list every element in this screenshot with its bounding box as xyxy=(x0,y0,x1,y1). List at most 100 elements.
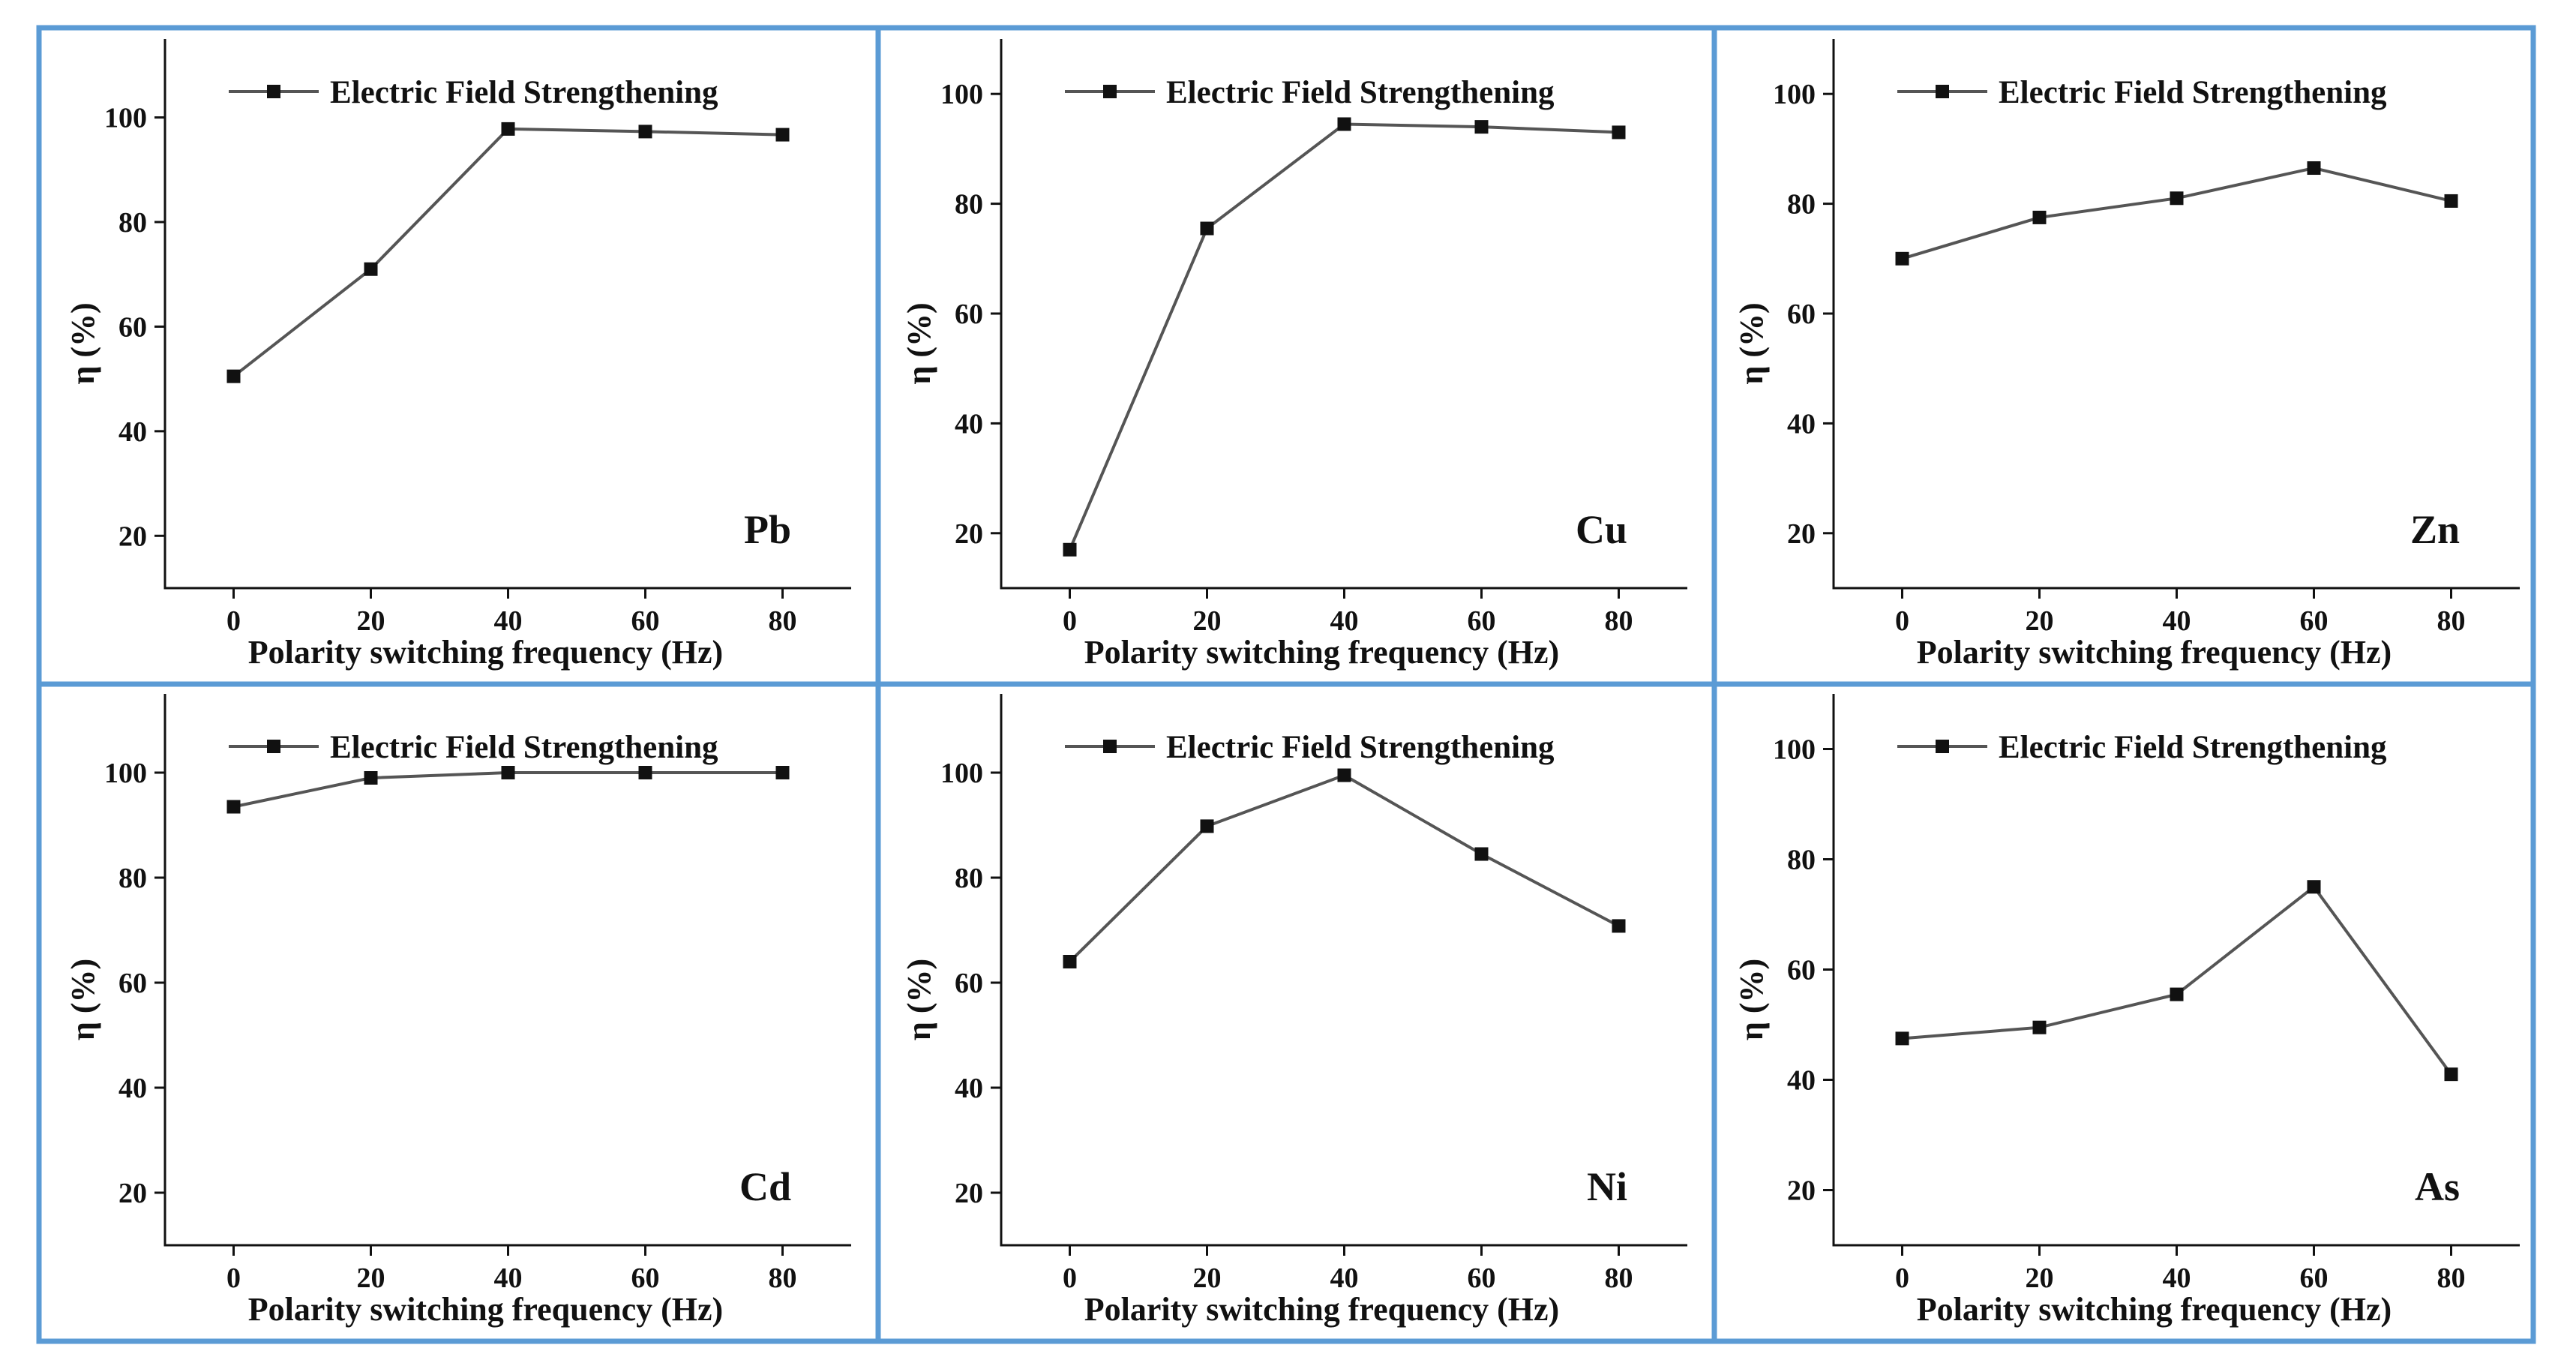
y-tick-label: 100 xyxy=(1773,79,1816,110)
panel-element-label: As xyxy=(2415,1164,2460,1209)
x-axis-label: Polarity switching frequency (Hz) xyxy=(1917,1291,2392,1328)
data-point xyxy=(501,122,515,136)
y-tick-label: 60 xyxy=(118,311,147,343)
chart-panel-pb: 0 20 40 60 80 20 40 60 80 100 Polarity switching f… xyxy=(64,39,851,671)
data-point xyxy=(1895,251,1909,266)
data-point xyxy=(226,800,241,814)
x-axis-label: Polarity switching frequency (Hz) xyxy=(248,1291,723,1328)
x-tick-label: 0 xyxy=(1063,605,1077,637)
data-point xyxy=(638,766,652,779)
legend-marker xyxy=(267,85,280,98)
data-point xyxy=(364,262,378,276)
x-tick-label: 0 xyxy=(226,1262,241,1294)
y-axis-label: η (%) xyxy=(1733,302,1770,384)
x-tick-label: 80 xyxy=(2437,605,2466,637)
x-axis-label: Polarity switching frequency (Hz) xyxy=(1084,1291,1559,1328)
y-tick-label: 100 xyxy=(940,758,983,789)
x-tick-label: 80 xyxy=(1605,1262,1633,1294)
data-point xyxy=(1200,819,1214,833)
x-tick-label: 0 xyxy=(226,605,241,637)
y-tick-label: 80 xyxy=(955,189,983,221)
y-tick-label: 60 xyxy=(955,299,983,330)
data-point xyxy=(1063,955,1077,968)
y-tick-label: 60 xyxy=(118,968,147,999)
legend-marker xyxy=(267,740,280,753)
x-tick-label: 40 xyxy=(494,1262,523,1294)
series-line xyxy=(1901,166,2452,260)
x-tick-label: 60 xyxy=(2300,605,2329,637)
x-tick-label: 60 xyxy=(631,605,660,637)
legend-marker xyxy=(1103,85,1117,98)
x-tick-label: 60 xyxy=(1468,1262,1496,1294)
panel-element-label: Pb xyxy=(744,507,791,552)
data-point xyxy=(226,369,241,383)
y-tick-label: 60 xyxy=(955,968,983,999)
x-tick-label: 80 xyxy=(769,1262,797,1294)
y-tick-label: 80 xyxy=(1787,189,1816,221)
data-point xyxy=(1895,1031,1909,1046)
y-axis-label: η (%) xyxy=(64,959,101,1040)
x-tick-label: 40 xyxy=(2163,605,2191,637)
x-tick-label: 20 xyxy=(1193,605,1222,637)
x-tick-label: 40 xyxy=(2163,1262,2191,1294)
legend-marker xyxy=(1936,85,1949,98)
data-point xyxy=(2170,191,2184,206)
y-tick-label: 80 xyxy=(118,863,147,894)
data-point xyxy=(2307,161,2321,176)
panel-element-label: Zn xyxy=(2410,507,2460,552)
x-tick-label: 60 xyxy=(2300,1262,2329,1294)
y-tick-label: 100 xyxy=(104,758,147,789)
axes xyxy=(1832,39,2520,590)
y-axis-label: η (%) xyxy=(901,959,937,1040)
y-tick-label: 60 xyxy=(1787,299,1816,330)
data-point xyxy=(2444,1067,2458,1082)
x-tick-label: 80 xyxy=(1605,605,1633,637)
data-point xyxy=(1474,120,1489,134)
y-tick-label: 60 xyxy=(1787,955,1816,986)
legend-label: Electric Field Strengthening xyxy=(1999,75,2387,110)
data-point xyxy=(2444,194,2458,208)
data-point xyxy=(1063,542,1077,557)
x-tick-label: 20 xyxy=(2026,605,2054,637)
y-tick-label: 20 xyxy=(118,1178,147,1209)
chart-panel-cd: 0 20 40 60 80 20 40 60 80 100 Polarity switching f… xyxy=(64,694,851,1328)
data-point xyxy=(775,766,790,779)
legend-label: Electric Field Strengthening xyxy=(330,75,718,110)
legend-label: Electric Field Strengthening xyxy=(1166,730,1555,765)
x-tick-label: 0 xyxy=(1895,605,1909,637)
data-point xyxy=(1337,117,1351,131)
x-tick-label: 0 xyxy=(1063,1262,1077,1294)
y-tick-label: 100 xyxy=(940,79,983,110)
data-point xyxy=(2032,1020,2047,1034)
y-tick-label: 20 xyxy=(1787,518,1816,550)
y-tick-label: 80 xyxy=(955,863,983,894)
x-tick-label: 80 xyxy=(769,605,797,637)
x-tick-label: 0 xyxy=(1895,1262,1909,1294)
panel-element-label: Ni xyxy=(1587,1164,1627,1209)
legend-label: Electric Field Strengthening xyxy=(330,730,718,765)
legend-label: Electric Field Strengthening xyxy=(1166,75,1555,110)
data-point xyxy=(501,766,515,779)
series-line xyxy=(1068,122,1619,551)
y-tick-label: 20 xyxy=(955,1178,983,1209)
chart-panel-cu: 0 20 40 60 80 20 40 60 80 100 Polarity switching f… xyxy=(901,39,1687,671)
y-axis-label: η (%) xyxy=(901,302,937,384)
x-tick-label: 40 xyxy=(494,605,523,637)
data-point xyxy=(1612,919,1626,933)
data-point xyxy=(2170,987,2184,1001)
axes xyxy=(1000,39,1687,590)
data-point xyxy=(364,771,378,785)
y-tick-label: 40 xyxy=(118,1073,147,1104)
y-tick-label: 40 xyxy=(118,416,147,448)
data-point xyxy=(638,125,652,139)
y-tick-label: 40 xyxy=(955,408,983,440)
data-point xyxy=(1337,768,1351,782)
x-tick-label: 20 xyxy=(1193,1262,1222,1294)
x-axis-label: Polarity switching frequency (Hz) xyxy=(1917,634,2392,671)
y-tick-label: 100 xyxy=(104,103,147,134)
data-point xyxy=(775,128,790,142)
x-tick-label: 20 xyxy=(357,605,385,637)
y-tick-label: 40 xyxy=(1787,408,1816,440)
